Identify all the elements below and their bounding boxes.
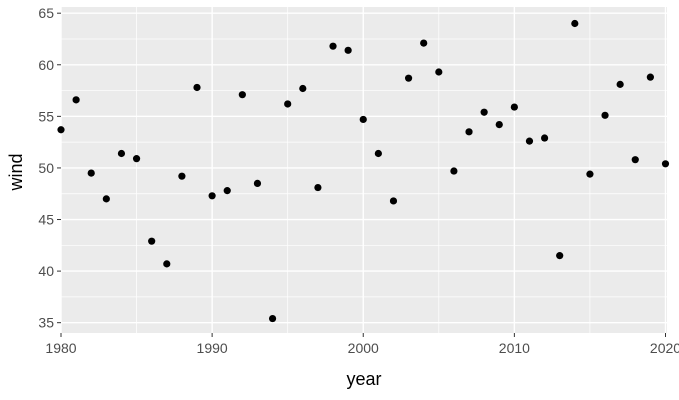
y-tick-label: 55 xyxy=(38,108,54,124)
y-tick-label: 45 xyxy=(38,212,54,228)
x-axis-ticks: 1980 1990 2000 2010 2020 xyxy=(45,333,679,356)
minor-gridlines xyxy=(61,7,667,333)
data-point xyxy=(540,134,549,142)
data-point xyxy=(586,170,594,178)
x-axis-title: year xyxy=(346,369,381,389)
data-point xyxy=(314,183,322,192)
data-point xyxy=(148,237,156,245)
y-tick-label: 40 xyxy=(38,263,54,279)
data-point xyxy=(601,111,609,119)
data-points xyxy=(57,19,670,323)
data-point xyxy=(420,39,428,47)
data-point xyxy=(117,149,126,158)
data-point xyxy=(268,314,277,323)
data-point xyxy=(299,84,307,93)
y-tick-label: 60 xyxy=(38,57,54,73)
data-point xyxy=(163,260,171,268)
data-point xyxy=(72,96,80,104)
data-point xyxy=(193,83,201,92)
data-point xyxy=(465,128,473,136)
plot-panel xyxy=(61,7,667,333)
data-point xyxy=(435,68,443,76)
major-gridlines xyxy=(60,7,667,333)
y-tick-label: 65 xyxy=(38,5,54,21)
y-tick-label: 50 xyxy=(38,160,54,176)
data-point xyxy=(102,195,110,203)
data-point xyxy=(57,126,65,134)
x-tick-label: 2010 xyxy=(499,340,530,356)
x-tick-label: 2000 xyxy=(348,340,379,356)
data-point xyxy=(404,74,413,82)
data-point xyxy=(238,91,246,99)
data-point xyxy=(223,187,231,195)
data-point xyxy=(178,172,186,180)
data-point xyxy=(571,19,579,28)
x-tick-label: 2020 xyxy=(650,340,679,356)
data-point xyxy=(556,252,564,260)
data-point xyxy=(389,197,398,205)
data-point xyxy=(661,160,670,168)
data-point xyxy=(208,192,216,200)
data-point xyxy=(450,167,458,175)
data-point xyxy=(631,156,639,164)
data-point xyxy=(132,155,141,163)
y-axis-ticks: 35 40 45 50 55 60 65 xyxy=(38,5,61,331)
x-tick-label: 1990 xyxy=(197,340,228,356)
data-point xyxy=(525,137,534,145)
data-point xyxy=(344,46,352,54)
y-axis-title: wind xyxy=(6,153,26,191)
x-tick-label: 1980 xyxy=(45,340,76,356)
data-point xyxy=(374,149,382,158)
data-point xyxy=(480,108,488,116)
data-point xyxy=(87,169,95,177)
data-point xyxy=(495,121,503,129)
data-point xyxy=(253,179,262,188)
data-point xyxy=(359,115,367,124)
data-point xyxy=(329,42,337,50)
y-tick-label: 35 xyxy=(38,315,54,331)
data-point xyxy=(646,73,654,81)
data-point xyxy=(510,103,518,111)
data-point xyxy=(284,100,292,108)
data-point xyxy=(616,80,624,88)
